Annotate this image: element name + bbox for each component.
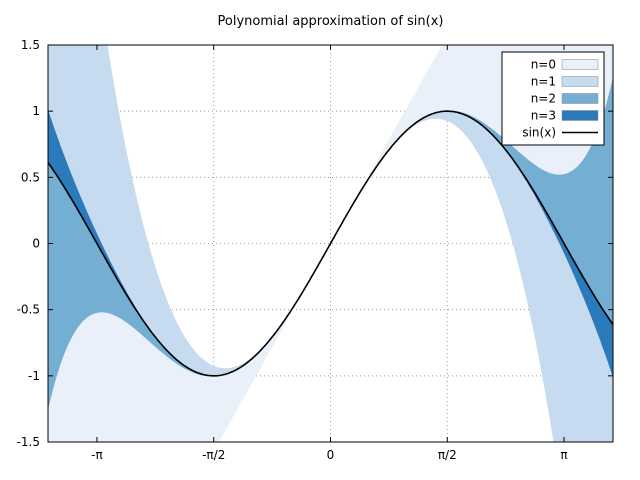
legend-swatch: [561, 59, 599, 70]
y-tick-label: 0.5: [21, 170, 40, 184]
band-n1: [48, 45, 613, 442]
legend-label: sin(x): [522, 126, 556, 140]
y-tick-label: 1.5: [21, 38, 40, 52]
legend-swatch: [561, 110, 599, 121]
y-tick-label: -1.5: [17, 435, 40, 449]
legend-swatch: [561, 93, 599, 104]
y-tick-labels: -1.5 -1 -0.5 0 0.5 1 1.5: [17, 38, 40, 449]
x-tick-label: -π: [91, 448, 103, 462]
legend-label: n=3: [531, 109, 556, 123]
y-tick-label: -1: [28, 369, 40, 383]
y-tick-label: -0.5: [17, 303, 40, 317]
legend: n=0 n=1 n=2 n=3 sin(x): [501, 51, 605, 146]
legend-label: n=1: [531, 75, 556, 89]
axis-ticks: [48, 44, 613, 443]
x-tick-label: π/2: [438, 448, 457, 462]
legend-label: n=0: [531, 58, 556, 72]
y-tick-label: 0: [32, 237, 40, 251]
y-tick-label: 1: [32, 104, 40, 118]
x-tick-labels: -π -π/2 0 π/2 π: [91, 448, 568, 462]
chart-title: Polynomial approximation of sin(x): [217, 14, 444, 29]
x-tick-label: -π/2: [202, 448, 225, 462]
sin-curve: [48, 110, 613, 377]
legend-swatch: [561, 76, 599, 87]
legend-label: n=2: [531, 92, 556, 106]
x-tick-label: π: [560, 448, 567, 462]
x-tick-label: 0: [327, 448, 335, 462]
